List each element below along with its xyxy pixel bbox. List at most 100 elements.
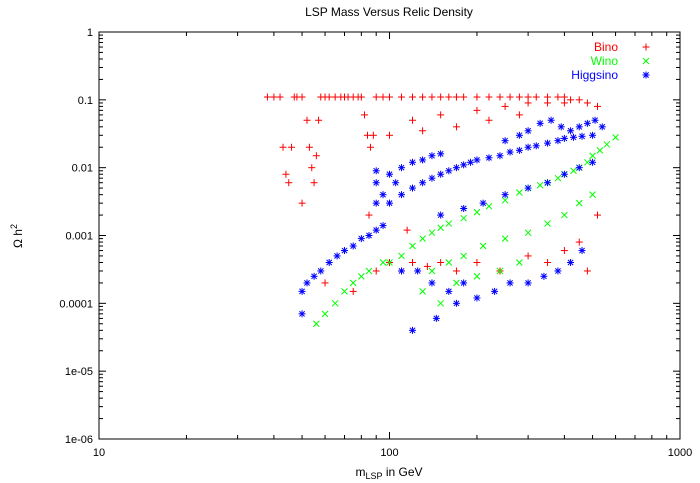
y-tick-label: 0.001 (65, 231, 93, 243)
data-point (567, 258, 575, 266)
data-point (501, 102, 509, 110)
data-point (386, 170, 393, 178)
data-point (501, 196, 509, 204)
data-point (479, 242, 487, 250)
data-point (276, 93, 284, 101)
data-point (398, 191, 406, 199)
data-point (321, 279, 329, 287)
data-point (312, 320, 320, 328)
data-point (583, 99, 591, 107)
data-point (437, 111, 445, 119)
data-point (515, 131, 523, 139)
data-point (270, 93, 278, 101)
y-tick-label: 1 (87, 27, 93, 39)
data-point (452, 164, 460, 172)
data-point (364, 131, 372, 139)
data-point (612, 133, 619, 141)
y-axis-title-sup: 2 (9, 224, 19, 229)
data-point (325, 258, 333, 266)
data-point (589, 158, 597, 166)
data-point (560, 99, 568, 107)
data-point (379, 93, 387, 101)
data-point (365, 232, 373, 239)
data-point (428, 229, 436, 237)
y-tick-label: 0.1 (78, 95, 93, 107)
data-point (365, 211, 373, 219)
data-point (452, 93, 460, 101)
chart-title: LSP Mass Versus Relic Density (305, 5, 473, 19)
data-point (544, 179, 552, 187)
legend-label: Wino (591, 54, 619, 68)
data-point (445, 167, 453, 175)
data-point (515, 93, 523, 101)
data-point (419, 179, 427, 187)
data-point (409, 326, 417, 334)
data-point (409, 158, 417, 166)
y-tick-label: 0.0001 (59, 298, 93, 310)
data-point (331, 299, 339, 307)
data-point (341, 247, 349, 255)
data-point (357, 93, 365, 101)
data-point (536, 181, 544, 189)
data-point (460, 161, 468, 169)
data-point (524, 184, 532, 192)
data-point (428, 267, 436, 275)
y-tick-label: 1e-05 (65, 366, 93, 378)
data-point (473, 208, 481, 216)
x-axis-title-main: m (355, 465, 365, 479)
data-point (524, 279, 532, 287)
data-point (369, 131, 377, 139)
data-point (432, 314, 440, 322)
data-point (386, 199, 393, 207)
data-point (437, 150, 445, 158)
data-point (325, 93, 333, 101)
data-point (506, 148, 514, 156)
data-point (536, 119, 544, 127)
data-point (379, 222, 387, 230)
data-point (372, 226, 380, 234)
x-tick-label: 100 (380, 447, 398, 459)
data-point (428, 174, 436, 182)
data-point (360, 111, 368, 119)
data-point (312, 152, 320, 160)
data-point (437, 211, 445, 219)
data-point (593, 102, 601, 110)
data-point (485, 202, 493, 210)
legend-marker (642, 57, 650, 65)
data-point (460, 279, 468, 287)
data-point (305, 143, 313, 151)
data-point (409, 116, 417, 124)
data-point (524, 93, 532, 101)
legend-label: Higgsino (571, 68, 618, 82)
data-point (317, 267, 325, 275)
data-point (379, 259, 387, 266)
data-point (437, 299, 445, 307)
data-point (419, 156, 427, 164)
data-point (544, 220, 551, 227)
data-point (567, 96, 575, 104)
data-point (570, 133, 578, 141)
data-point (398, 93, 406, 101)
data-point (589, 152, 596, 160)
data-point (298, 93, 306, 101)
data-point (540, 272, 548, 280)
data-point (575, 123, 583, 131)
data-point (473, 106, 481, 114)
data-point (466, 158, 474, 166)
data-point (419, 235, 426, 242)
data-point (544, 99, 552, 107)
data-point (485, 93, 493, 101)
data-point (515, 111, 523, 119)
y-axis-title: Ω h2 (9, 224, 25, 248)
x-axis-title: mLSP in GeV (355, 465, 422, 481)
data-point (321, 310, 329, 318)
data-point (315, 116, 323, 124)
y-axis-title-main: Ω h (11, 229, 25, 248)
data-point (398, 252, 405, 260)
data-point (333, 252, 341, 260)
data-point (303, 279, 311, 287)
data-point (524, 99, 532, 107)
data-point (506, 279, 514, 287)
data-point (532, 142, 540, 150)
data-point (496, 93, 504, 101)
